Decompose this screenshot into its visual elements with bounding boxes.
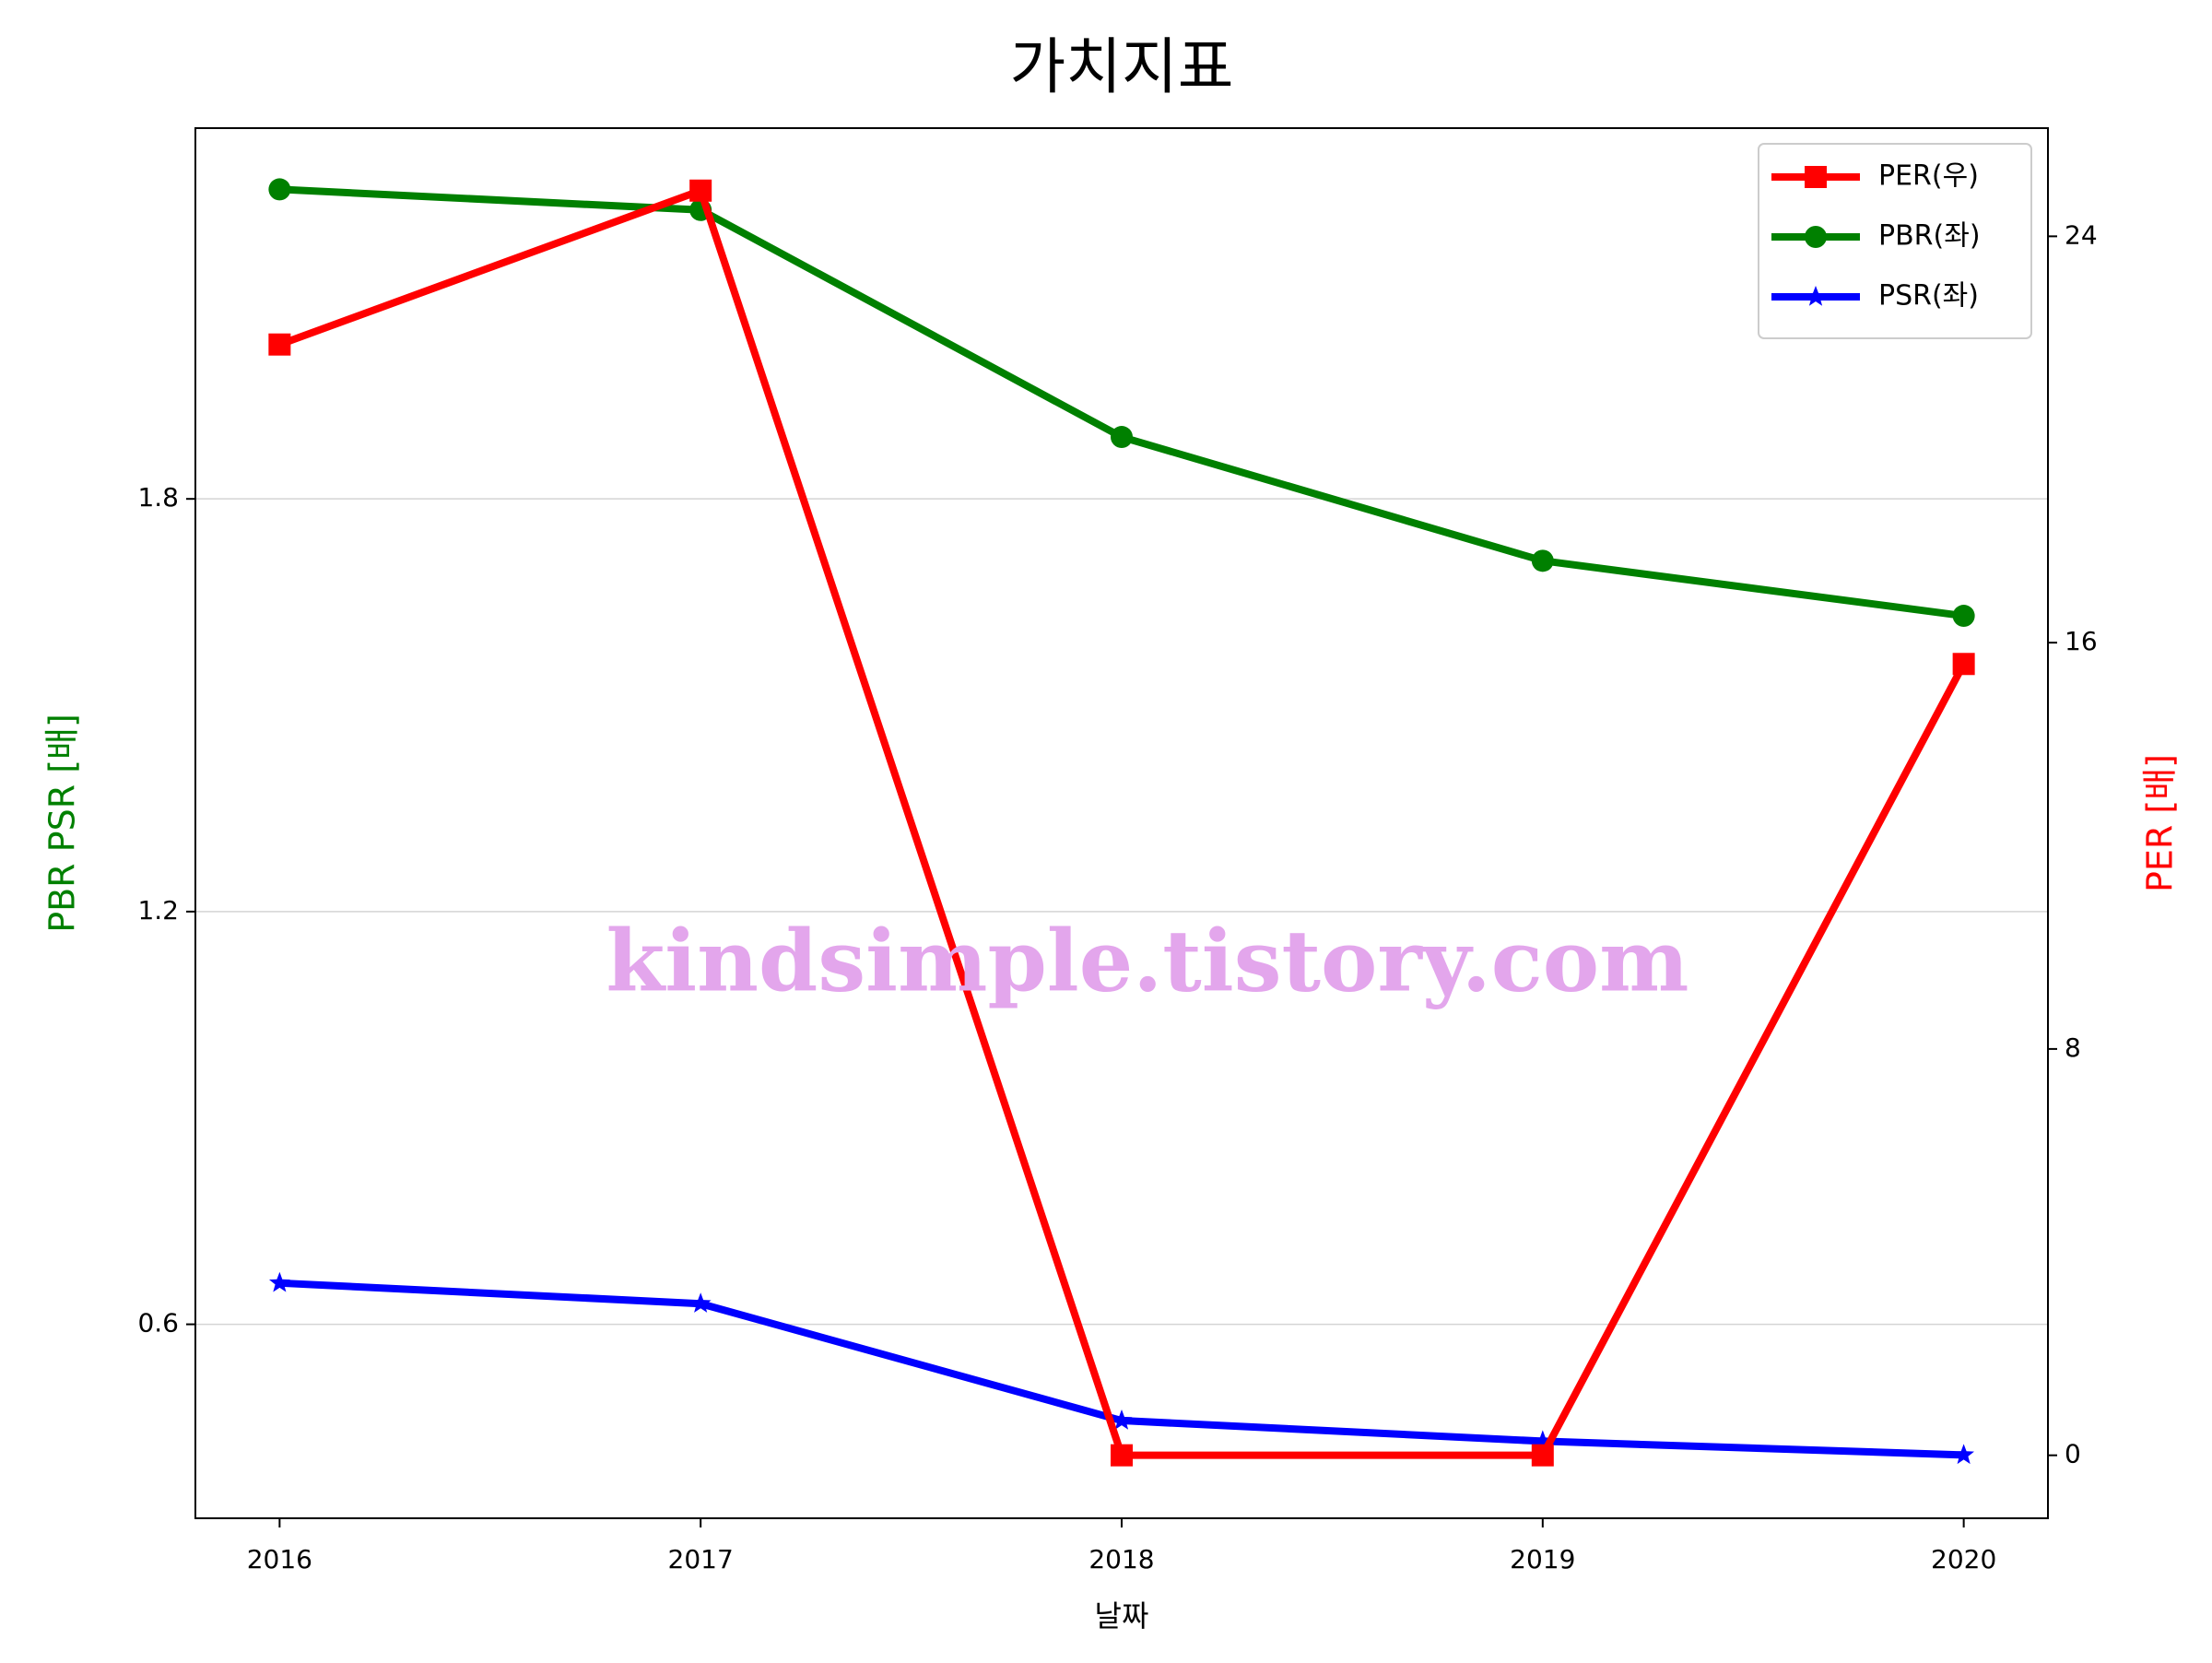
y2-tick-label: 8	[2065, 1032, 2081, 1063]
chart-title: 가치지표	[1010, 31, 1234, 102]
marker	[1531, 1444, 1554, 1467]
legend-label: PBR(좌)	[1878, 220, 1981, 253]
grid	[195, 498, 2048, 1326]
x-axis-label: 날짜	[1095, 1598, 1149, 1634]
y-axis-label: PBR PSR [배]	[42, 714, 83, 933]
marker	[1952, 653, 1975, 676]
marker	[1531, 549, 1554, 572]
legend: PER(우) PBR(좌) PSR(좌)	[1758, 143, 2032, 339]
marker	[268, 178, 291, 201]
x-tick-label: 2020	[1931, 1544, 1996, 1575]
marker	[1111, 426, 1133, 449]
marker	[1953, 1444, 1974, 1465]
y-tick-label: 0.6	[137, 1308, 179, 1339]
marker	[1805, 226, 1827, 248]
y2-tick-label: 24	[2065, 219, 2098, 250]
x-tick-label: 2018	[1088, 1544, 1154, 1575]
marker	[1952, 605, 1975, 628]
x-tick-label: 2016	[247, 1544, 312, 1575]
y-tick-label: 1.2	[137, 895, 179, 926]
watermark: kindsimple.tistory.com	[606, 912, 1688, 1011]
y-tick-label: 1.8	[137, 482, 179, 513]
y2-axis-label: PER [배]	[2140, 754, 2181, 892]
legend-label: PSR(좌)	[1878, 280, 1979, 313]
marker	[269, 1271, 290, 1292]
marker	[1111, 1409, 1133, 1430]
legend-label: PER(우)	[1878, 160, 1979, 193]
plot-area	[268, 178, 1975, 1467]
y2-tick-label: 0	[2065, 1439, 2081, 1469]
marker	[268, 333, 291, 356]
ticks: 2016 2017 2018 2019 2020 0.6 1.2 1.8 0 8 16 24	[137, 219, 2097, 1575]
marker	[1805, 166, 1827, 188]
marker	[1532, 1430, 1554, 1451]
marker	[1111, 1444, 1133, 1467]
marker	[689, 1292, 712, 1313]
y2-tick-label: 16	[2065, 626, 2098, 656]
legend-box	[1758, 143, 2032, 339]
x-tick-label: 2017	[668, 1544, 734, 1575]
x-tick-label: 2019	[1510, 1544, 1575, 1575]
marker	[1805, 286, 1827, 306]
marker	[689, 179, 712, 202]
